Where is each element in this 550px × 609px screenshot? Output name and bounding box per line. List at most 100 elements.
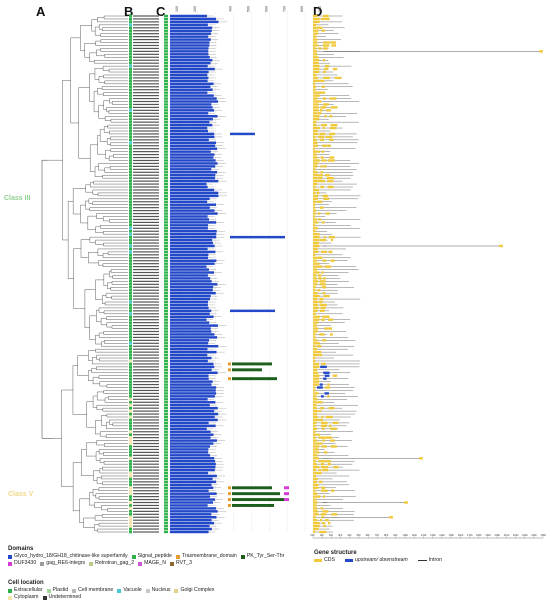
gene-axis-tick: 6kb bbox=[366, 533, 371, 537]
cds-exon bbox=[313, 297, 318, 301]
signal-peptide-domain bbox=[164, 35, 168, 38]
cds-exon bbox=[330, 427, 337, 430]
gene-id-label bbox=[133, 18, 159, 20]
cell-location-marker bbox=[129, 527, 132, 531]
cell-location-marker bbox=[129, 274, 132, 277]
gh18-domain bbox=[170, 430, 211, 433]
gene-id-label bbox=[133, 301, 159, 303]
signal-peptide-domain bbox=[164, 182, 168, 186]
cds-exon bbox=[313, 97, 318, 100]
cell-location-marker bbox=[129, 109, 132, 112]
cds-exon bbox=[320, 406, 325, 410]
signal-peptide-domain bbox=[164, 97, 168, 100]
cell-location-marker bbox=[129, 454, 132, 457]
signal-peptide-domain bbox=[164, 73, 168, 77]
gh18-domain bbox=[170, 115, 218, 118]
gene-id-label bbox=[133, 103, 159, 106]
gh18-domain bbox=[170, 126, 208, 130]
legend-golgi: Golgi Complex bbox=[174, 587, 214, 593]
gh18-domain bbox=[170, 324, 218, 327]
signal-peptide-domain bbox=[164, 126, 168, 130]
gh18-domain bbox=[170, 395, 215, 398]
cell-location-marker bbox=[129, 383, 132, 386]
cds-exon bbox=[317, 212, 321, 215]
signal-peptide-domain bbox=[164, 451, 168, 454]
transmembrane-domain bbox=[228, 492, 231, 496]
gh18-domain bbox=[170, 312, 210, 316]
signal-peptide-domain bbox=[164, 271, 168, 274]
gh18-domain bbox=[170, 471, 209, 475]
cell-location-marker bbox=[129, 524, 132, 528]
cds-exon bbox=[313, 259, 317, 262]
cell-location-marker bbox=[129, 123, 132, 127]
signal-peptide-domain bbox=[164, 348, 168, 351]
gene-id-label bbox=[133, 336, 159, 338]
cell-location-marker bbox=[129, 64, 132, 68]
gh18-domain bbox=[170, 377, 209, 380]
cell-location-marker bbox=[129, 247, 132, 251]
signal-peptide-domain bbox=[164, 94, 168, 97]
gh18-domain bbox=[170, 286, 214, 289]
signal-peptide-domain bbox=[164, 504, 168, 507]
cell-location-marker bbox=[129, 409, 132, 413]
cds-exon bbox=[315, 103, 319, 106]
gene-id-label bbox=[133, 383, 159, 386]
gh18-domain bbox=[170, 73, 208, 77]
cell-location-marker bbox=[129, 215, 132, 218]
gene-id-label bbox=[133, 186, 159, 188]
cds-exon bbox=[313, 436, 316, 439]
gene-id-label bbox=[133, 245, 159, 247]
signal-peptide-domain bbox=[164, 421, 168, 425]
cds-exon bbox=[313, 165, 318, 168]
cds-exon bbox=[313, 118, 320, 121]
gene-id-label bbox=[133, 496, 159, 498]
gh18-domain bbox=[170, 465, 216, 469]
cell-location-marker bbox=[129, 117, 132, 121]
gene-axis-tick: 25kb bbox=[541, 533, 547, 537]
signal-peptide-domain bbox=[164, 118, 168, 121]
signal-peptide-domain bbox=[164, 64, 168, 68]
cell-location-marker bbox=[129, 156, 132, 159]
cell-location-marker bbox=[129, 232, 132, 236]
cell-location-marker bbox=[129, 209, 132, 212]
cell-location-marker bbox=[129, 114, 132, 118]
cell-location-marker bbox=[129, 188, 132, 192]
cds-exon bbox=[313, 521, 320, 525]
gh18-domain bbox=[170, 374, 209, 377]
pk-domain bbox=[232, 498, 284, 502]
legend-tm: Trasmembrane_domain bbox=[175, 553, 237, 559]
cell-location-marker bbox=[129, 206, 132, 209]
cds-exon bbox=[316, 256, 323, 259]
legend-duf-label: DUF3430 bbox=[14, 560, 37, 567]
cell-location-marker bbox=[129, 406, 132, 410]
cds-exon bbox=[316, 200, 323, 203]
signal-peptide-domain bbox=[164, 32, 168, 35]
cds-exon bbox=[321, 463, 324, 466]
class-label-iii: Class III bbox=[4, 195, 31, 202]
cds-exon bbox=[321, 489, 328, 492]
signal-peptide-domain bbox=[164, 123, 168, 127]
cds-exon bbox=[321, 29, 325, 32]
gene-axis-tick: 21kb bbox=[504, 533, 510, 537]
cds-exon bbox=[313, 150, 320, 153]
cds-exon bbox=[331, 44, 337, 47]
cds-exon bbox=[322, 291, 326, 295]
cell-location-marker bbox=[129, 436, 132, 439]
cds-exon bbox=[324, 374, 330, 377]
cds-exon bbox=[313, 368, 318, 372]
gene-axis-tick: 8kb bbox=[384, 533, 389, 537]
cds-exon bbox=[319, 179, 325, 183]
gene-id-label bbox=[133, 156, 159, 159]
gh18-domain bbox=[170, 353, 208, 357]
gene-axis-tick: 2kb bbox=[329, 533, 334, 537]
signal-peptide-domain bbox=[164, 471, 168, 475]
cds-exon bbox=[313, 147, 316, 150]
legend-vacuole-label: Vacuole bbox=[123, 587, 142, 593]
signal-peptide-domain bbox=[164, 439, 168, 442]
gene-id-label bbox=[133, 109, 159, 111]
gene-id-label bbox=[133, 469, 159, 471]
gene-id-label bbox=[133, 437, 159, 439]
cell-location-marker bbox=[129, 182, 132, 186]
cds-exon bbox=[313, 64, 320, 68]
cds-exon bbox=[323, 495, 326, 498]
